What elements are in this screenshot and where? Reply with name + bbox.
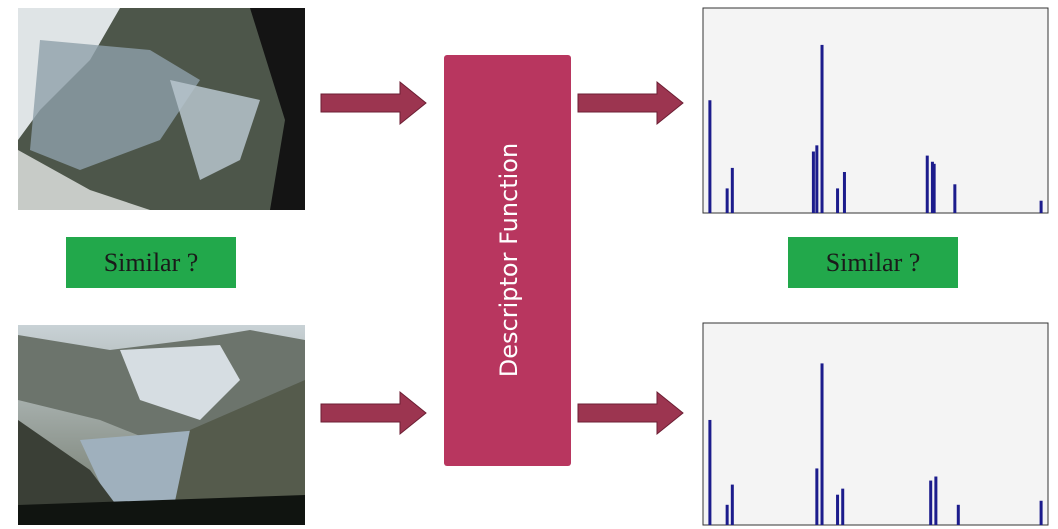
similar-label: Similar ?	[826, 248, 921, 277]
histogram-spike	[815, 468, 818, 525]
similar-label: Similar ?	[104, 248, 199, 277]
histogram-spike	[841, 489, 844, 525]
histogram-spike	[929, 481, 932, 525]
histogram-spike	[731, 485, 734, 525]
photo-top	[18, 8, 305, 210]
histogram-spike	[957, 505, 960, 525]
histogram-spike	[933, 164, 936, 213]
histogram-spike	[731, 168, 734, 213]
histogram-spike	[708, 100, 711, 213]
histogram-spike	[953, 184, 956, 213]
descriptor-label: Descriptor Function	[495, 143, 523, 377]
histogram-spike	[934, 477, 937, 525]
histogram-frame	[703, 8, 1048, 213]
histogram-spike	[821, 363, 824, 525]
histogram-spike	[812, 152, 815, 214]
histogram-spike	[1040, 201, 1043, 213]
histogram-frame	[703, 323, 1048, 525]
histogram-spike	[726, 188, 729, 213]
histogram-spike	[926, 156, 929, 213]
canvas: Similar ? Similar ? Descriptor Function	[0, 0, 1058, 529]
histogram-spike	[708, 420, 711, 525]
histogram-spike	[843, 172, 846, 213]
histogram-spike	[821, 45, 824, 213]
diagram: Similar ? Similar ? Descriptor Function	[0, 0, 1058, 529]
histogram-spike	[726, 505, 729, 525]
histogram-spike	[1040, 501, 1043, 525]
histogram-spike	[815, 145, 818, 213]
photo-bottom	[18, 325, 305, 525]
histogram-spike	[836, 188, 839, 213]
histogram-spike	[836, 495, 839, 525]
